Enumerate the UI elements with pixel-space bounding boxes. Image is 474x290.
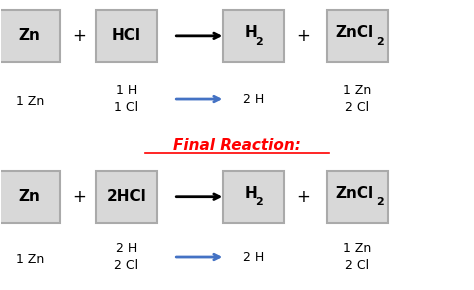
FancyBboxPatch shape	[327, 171, 388, 222]
Text: 2 Cl: 2 Cl	[345, 259, 369, 272]
Text: +: +	[296, 188, 310, 206]
Text: 2 Cl: 2 Cl	[345, 101, 369, 114]
FancyBboxPatch shape	[96, 171, 157, 222]
Text: 1 Zn: 1 Zn	[343, 242, 371, 255]
Text: 1 Zn: 1 Zn	[343, 84, 371, 97]
FancyBboxPatch shape	[0, 10, 60, 62]
Text: ZnCl: ZnCl	[336, 186, 374, 201]
Text: Zn: Zn	[19, 28, 41, 44]
Text: +: +	[296, 27, 310, 45]
Text: 2: 2	[376, 197, 383, 207]
Text: H: H	[245, 26, 257, 41]
Text: ZnCl: ZnCl	[336, 26, 374, 41]
Text: H: H	[245, 186, 257, 201]
Text: 2HCl: 2HCl	[106, 189, 146, 204]
Text: 2 H: 2 H	[243, 251, 264, 264]
Text: 2 H: 2 H	[116, 242, 137, 255]
Text: 1 Cl: 1 Cl	[114, 101, 138, 114]
Text: 1 Zn: 1 Zn	[16, 253, 44, 267]
FancyBboxPatch shape	[96, 10, 157, 62]
FancyBboxPatch shape	[0, 171, 60, 222]
FancyBboxPatch shape	[223, 10, 284, 62]
Text: 2: 2	[255, 37, 263, 47]
Text: 2: 2	[376, 37, 383, 47]
Text: Final Reaction:: Final Reaction:	[173, 137, 301, 153]
Text: HCl: HCl	[112, 28, 141, 44]
Text: 2: 2	[255, 197, 263, 207]
Text: 1 Zn: 1 Zn	[16, 95, 44, 108]
Text: Zn: Zn	[19, 189, 41, 204]
Text: +: +	[72, 27, 86, 45]
Text: 2 H: 2 H	[243, 93, 264, 106]
Text: +: +	[72, 188, 86, 206]
Text: 1 H: 1 H	[116, 84, 137, 97]
Text: 2 Cl: 2 Cl	[114, 259, 138, 272]
FancyBboxPatch shape	[327, 10, 388, 62]
FancyBboxPatch shape	[223, 171, 284, 222]
